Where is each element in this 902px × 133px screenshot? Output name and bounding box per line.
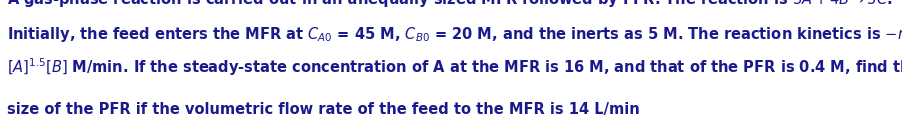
Text: A gas-phase reaction is carried out in an unequally sized MFR followed by PFR. T: A gas-phase reaction is carried out in a…: [7, 0, 892, 9]
Text: size of the PFR if the volumetric flow rate of the feed to the MFR is 14 L/min: size of the PFR if the volumetric flow r…: [7, 102, 640, 117]
Text: Initially, the feed enters the MFR at $\mathit{C}_{A0}$ = 45 M, $\mathit{C}_{B0}: Initially, the feed enters the MFR at $\…: [7, 25, 902, 44]
Text: $[\mathit{A}]^{1.5}[\mathit{B}]$ M/min. If the steady-state concentration of A a: $[\mathit{A}]^{1.5}[\mathit{B}]$ M/min. …: [7, 57, 902, 78]
